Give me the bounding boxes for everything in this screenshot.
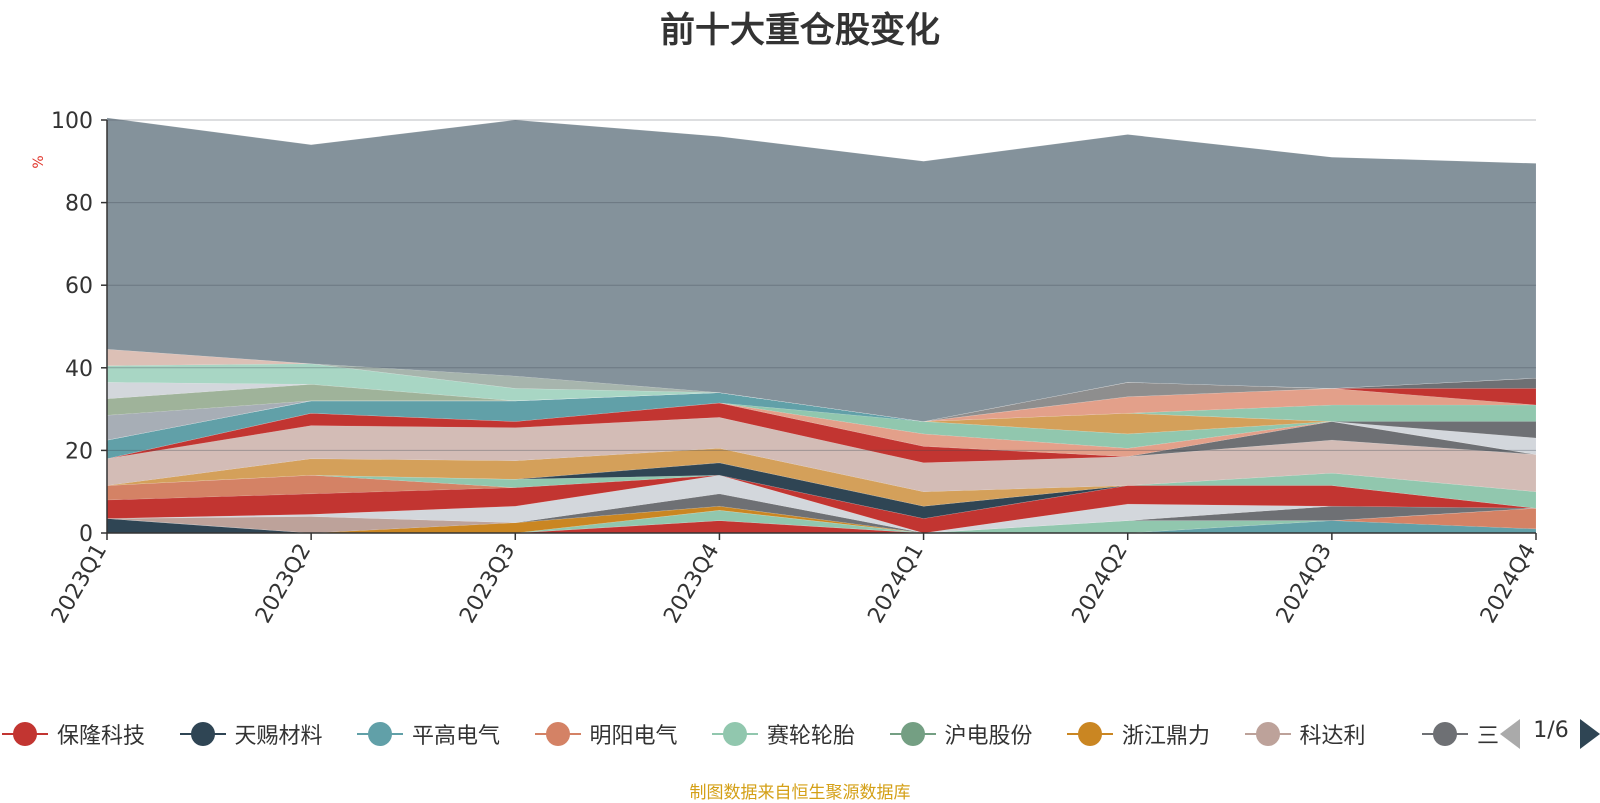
y-tick-label: 80 [65, 192, 93, 217]
y-axis-unit: % [31, 155, 47, 168]
legend-item[interactable]: 浙江鼎力 [1065, 704, 1210, 764]
y-tick-label: 100 [51, 109, 93, 134]
y-tick-label: 20 [65, 439, 93, 464]
legend-item[interactable]: 三花智控 [1420, 704, 1500, 764]
x-tick-label: 2023Q2 [251, 540, 316, 628]
legend-label: 科达利 [1299, 724, 1366, 749]
area-series-28 [106, 377, 1537, 441]
legend-item[interactable]: 沪电股份 [888, 704, 1033, 764]
legend-label: 保隆科技 [57, 724, 146, 749]
area-series-27 [106, 388, 1537, 441]
area-series-23 [106, 392, 1537, 455]
legend-marker-icon [710, 719, 760, 749]
legend-marker-icon [178, 719, 228, 749]
x-tick-label: 2024Q3 [1272, 540, 1337, 628]
legend-item[interactable]: 保隆科技 [0, 704, 145, 764]
legend-pager: 1/6 [1500, 704, 1600, 764]
legend-label: 平高电气 [412, 724, 501, 749]
area-series-25 [106, 392, 1537, 441]
x-tick-label: 2024Q4 [1476, 540, 1541, 628]
area-series-16 [106, 417, 1537, 493]
legend-label: 赛轮轮胎 [767, 724, 856, 749]
legend-marker-icon [0, 719, 50, 749]
y-tick-label: 60 [65, 274, 93, 299]
y-tick-label: 0 [79, 522, 93, 547]
legend-marker-icon [533, 719, 583, 749]
x-tick-label: 2023Q3 [455, 540, 520, 628]
legend-label: 沪电股份 [944, 724, 1033, 749]
area-series-36 [106, 117, 1537, 422]
legend-next-arrow-icon[interactable] [1580, 719, 1600, 749]
legend-marker-icon [1420, 719, 1470, 749]
legend-label: 明阳电气 [589, 724, 678, 749]
legend-item[interactable]: 赛轮轮胎 [710, 704, 855, 764]
data-source-note: 制图数据来自恒生聚源数据库 [689, 783, 911, 803]
legend-label: 三花智控 [1477, 724, 1500, 749]
legend-label: 天赐材料 [234, 724, 323, 749]
x-tick-label: 2024Q2 [1068, 540, 1133, 628]
legend-marker-icon [355, 719, 405, 749]
x-tick-label: 2023Q1 [47, 540, 112, 628]
x-tick-label: 2023Q4 [659, 540, 724, 628]
legend-item[interactable]: 科达利 [1243, 704, 1366, 764]
area-series-24 [106, 392, 1537, 441]
legend-item[interactable]: 平高电气 [355, 704, 500, 764]
legend-item[interactable]: 明阳电气 [533, 704, 678, 764]
legend-page-info: 1/6 [1533, 718, 1569, 743]
legend: 保隆科技 天赐材料 平高电气 明阳电气 赛轮轮胎 沪电股份 浙江鼎力 科达利 三花智控 [0, 704, 1500, 764]
y-tick-label: 40 [65, 357, 93, 382]
area-series-21 [106, 392, 1537, 460]
chart-title: 前十大重仓股变化 [659, 11, 940, 51]
legend-marker-icon [1065, 719, 1115, 749]
legend-marker-icon [888, 719, 938, 749]
legend-prev-arrow-icon[interactable] [1500, 719, 1520, 749]
legend-item[interactable]: 天赐材料 [178, 704, 323, 764]
stacked-area-chart: 0 20 40 60 80 100% 2023Q1 2023Q2 2023Q3 2023Q4 202… [31, 109, 1541, 628]
x-tick-label: 2024Q1 [863, 540, 928, 628]
legend-label: 浙江鼎力 [1122, 724, 1211, 749]
legend-marker-icon [1243, 719, 1293, 749]
